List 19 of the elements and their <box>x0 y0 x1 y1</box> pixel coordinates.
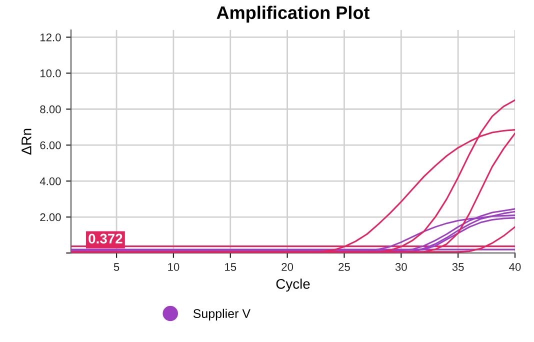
y-tick-label: 10.0 <box>40 69 61 78</box>
x-tick-label: 35 <box>452 263 464 271</box>
y-tick-label: 4.00 <box>40 177 61 186</box>
x-tick-label: 15 <box>225 263 236 271</box>
y-tick-label: 6.00 <box>40 141 61 150</box>
x-axis-title: Cycle <box>276 278 310 292</box>
x-tick-label: 30 <box>395 263 407 271</box>
ref-line-label: 0.372 <box>88 234 122 244</box>
y-tick-label: 12.0 <box>40 33 61 42</box>
y-tick-label: 8.00 <box>40 105 61 114</box>
x-tick-label: 40 <box>509 263 521 271</box>
chart-title: Amplification Plot <box>216 6 370 23</box>
y-axis-title: ΔRn <box>22 128 32 155</box>
x-tick-label: 25 <box>338 263 350 271</box>
x-tick-label: 5 <box>114 263 120 271</box>
x-tick-label: 10 <box>168 263 180 271</box>
legend-label: Supplier V <box>193 308 250 320</box>
y-tick-label: 2.00 <box>40 213 61 222</box>
x-tick-label: 20 <box>282 263 294 271</box>
